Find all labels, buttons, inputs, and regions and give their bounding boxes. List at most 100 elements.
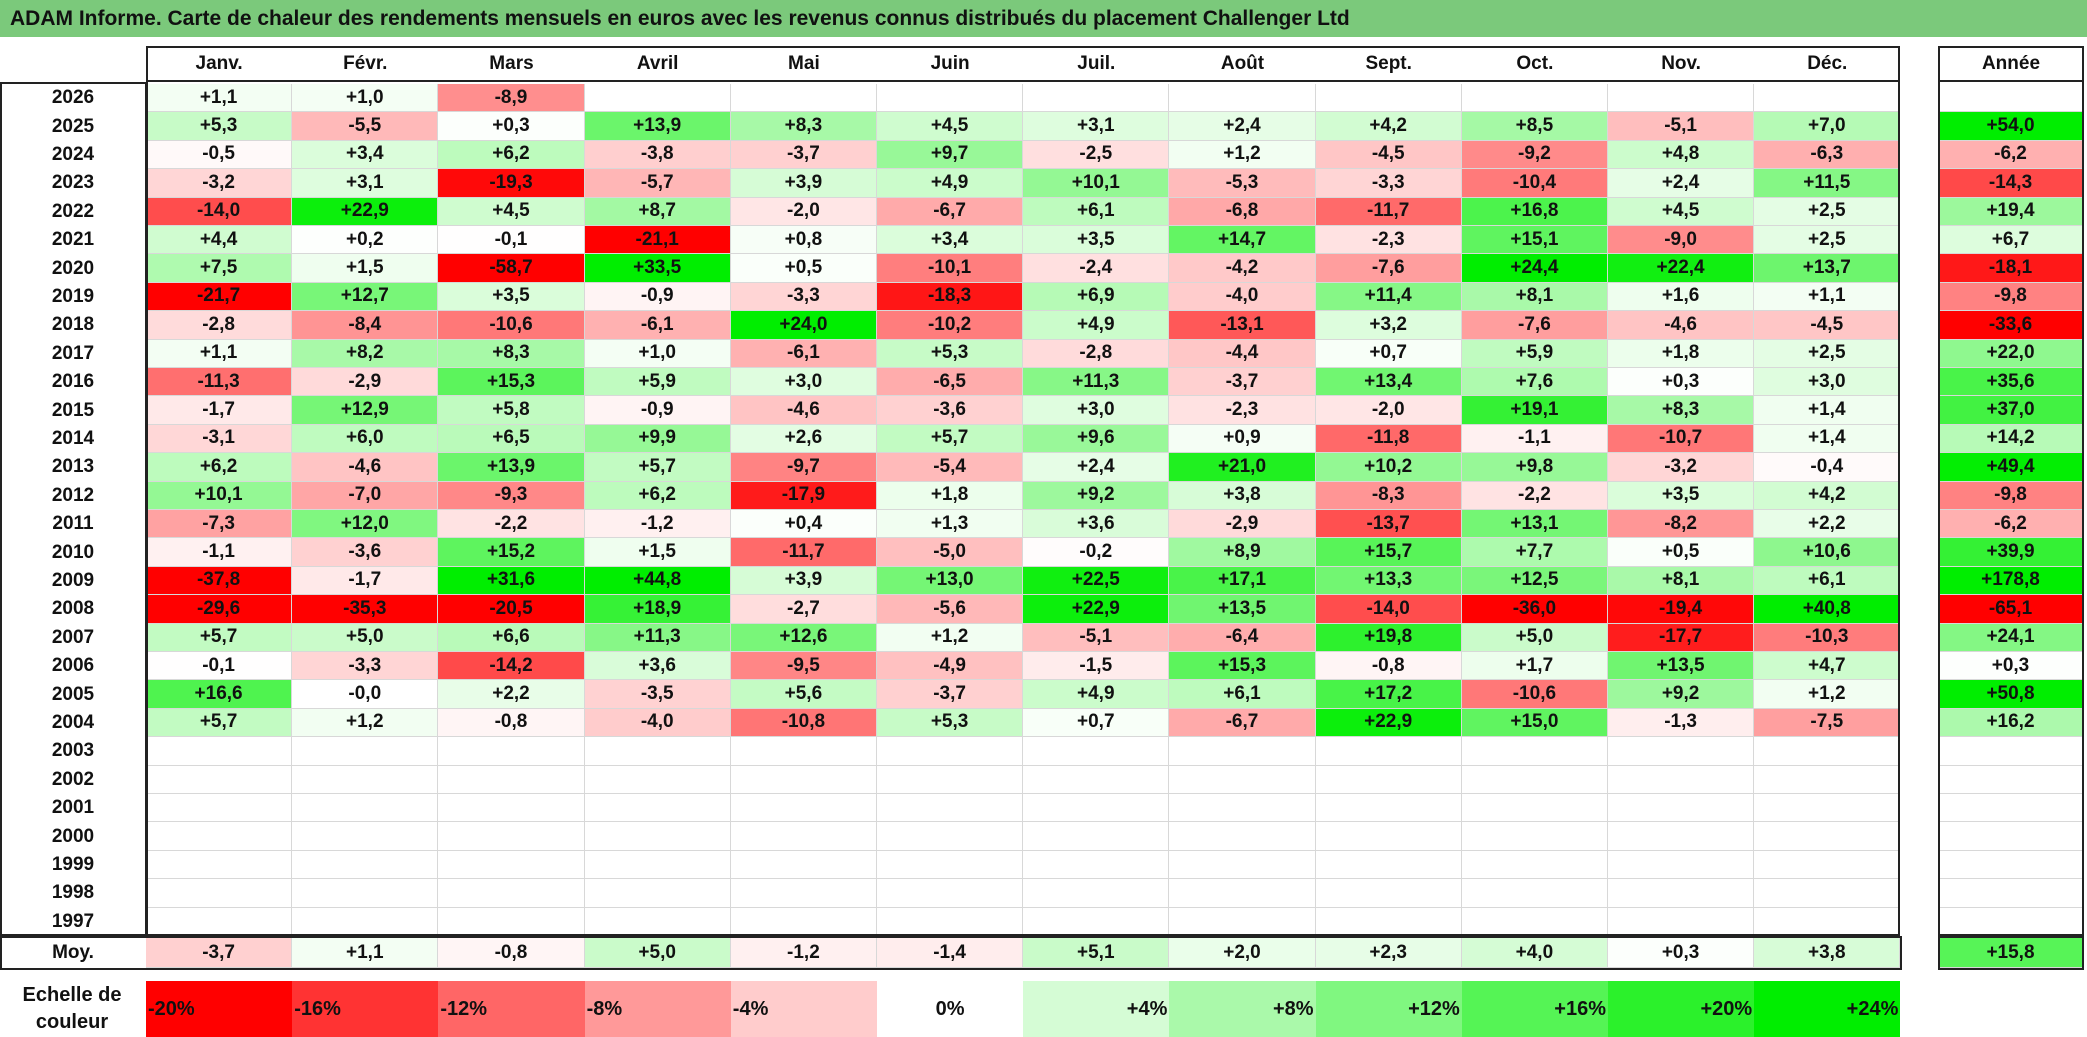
heatmap-cell: -3,3 — [1315, 169, 1462, 198]
heatmap-cell: +3,1 — [1023, 112, 1170, 141]
heatmap-cell: +10,2 — [1315, 453, 1462, 482]
heatmap-cell: -5,3 — [1169, 169, 1316, 198]
heatmap-cell: +6,0 — [292, 424, 439, 454]
heatmap-cell: -2,5 — [1023, 140, 1170, 170]
heatmap-cell: -2,0 — [730, 197, 877, 226]
heatmap-cell: -1,7 — [146, 396, 293, 425]
heatmap-cell: -1,1 — [146, 538, 293, 567]
heatmap-cell: +3,5 — [438, 282, 585, 312]
color-scale-swatch: +16% — [1461, 981, 1608, 1037]
heatmap-cell: +5,7 — [584, 453, 731, 482]
heatmap-cell: +1,1 — [146, 339, 293, 368]
heatmap-cell — [146, 737, 293, 766]
heatmap-cell — [1023, 765, 1170, 794]
heatmap-cell: -0,1 — [438, 226, 585, 255]
annual-cell: +49,4 — [1938, 453, 2084, 482]
heatmap-cell — [730, 850, 877, 880]
heatmap-cell: +2,6 — [730, 424, 877, 454]
heatmap-cell: +4,5 — [438, 197, 585, 226]
heatmap-cell — [292, 794, 439, 823]
year-label: 2000 — [0, 822, 146, 851]
heatmap-cell: +13,3 — [1315, 566, 1462, 596]
annual-cell — [1938, 794, 2084, 823]
heatmap-cell — [1315, 84, 1462, 113]
heatmap-cell — [1023, 907, 1170, 936]
heatmap-cell: +5,3 — [146, 112, 293, 141]
heatmap-cell: +4,5 — [1608, 197, 1755, 226]
heatmap-cell: +12,9 — [292, 396, 439, 425]
heatmap-cell — [584, 84, 731, 113]
heatmap-cell: +13,0 — [877, 566, 1024, 596]
month-header: Juil. — [1023, 46, 1170, 82]
heatmap-cell — [292, 907, 439, 936]
heatmap-cell: -9,7 — [730, 453, 877, 482]
heatmap-cell — [1023, 822, 1170, 851]
year-label: 2017 — [0, 339, 146, 368]
heatmap-cell — [146, 822, 293, 851]
heatmap-cell: +2,2 — [1754, 510, 1901, 539]
heatmap-cell: +2,4 — [1169, 112, 1316, 141]
heatmap-cell: -11,8 — [1315, 424, 1462, 454]
heatmap-cell — [730, 879, 877, 908]
heatmap-cell: +5,7 — [146, 623, 293, 652]
heatmap-cell: +24,0 — [730, 311, 877, 340]
heatmap-cell: -6,7 — [1169, 708, 1316, 738]
annual-cell: +35,6 — [1938, 368, 2084, 397]
heatmap-cell — [877, 879, 1024, 908]
heatmap-cell: +5,6 — [730, 680, 877, 709]
heatmap-cell: -5,1 — [1023, 623, 1170, 652]
heatmap-cell: -0,9 — [584, 396, 731, 425]
heatmap-cell: -5,6 — [877, 595, 1024, 624]
heatmap-cell: +5,7 — [877, 424, 1024, 454]
annual-cell: +14,2 — [1938, 424, 2084, 454]
heatmap-cell: +4,9 — [1023, 311, 1170, 340]
heatmap-cell: +1,4 — [1754, 396, 1901, 425]
year-label: 2025 — [0, 112, 146, 141]
heatmap-cell: +8,1 — [1461, 282, 1608, 312]
month-header: Févr. — [292, 46, 439, 82]
heatmap-cell: -3,7 — [877, 680, 1024, 709]
heatmap-cell: -5,1 — [1608, 112, 1755, 141]
heatmap-cell: +4,9 — [877, 169, 1024, 198]
heatmap-cell: -4,6 — [292, 453, 439, 482]
heatmap-cell — [292, 879, 439, 908]
heatmap-cell: +8,1 — [1608, 566, 1755, 596]
heatmap-cell: -6,7 — [877, 197, 1024, 226]
heatmap-cell: -4,0 — [584, 708, 731, 738]
heatmap-cell: +0,7 — [1315, 339, 1462, 368]
heatmap-cell: -3,2 — [1608, 453, 1755, 482]
heatmap-cell: -4,6 — [730, 396, 877, 425]
heatmap-cell: +1,5 — [292, 254, 439, 283]
heatmap-cell: +0,3 — [438, 112, 585, 141]
heatmap-cell: -5,5 — [292, 112, 439, 141]
heatmap-cell — [730, 822, 877, 851]
heatmap-cell: -10,7 — [1608, 424, 1755, 454]
heatmap-cell: -4,5 — [1315, 140, 1462, 170]
heatmap-cell — [730, 907, 877, 936]
heatmap-cell — [1461, 84, 1608, 113]
year-label: 2015 — [0, 396, 146, 425]
heatmap-cell: +31,6 — [438, 566, 585, 596]
heatmap-cell: -8,4 — [292, 311, 439, 340]
annual-cell: +16,2 — [1938, 708, 2084, 738]
heatmap-cell — [1169, 822, 1316, 851]
heatmap-cell: +14,7 — [1169, 226, 1316, 255]
heatmap-cell: -13,7 — [1315, 510, 1462, 539]
heatmap-cell — [1169, 84, 1316, 113]
heatmap-cell — [584, 879, 731, 908]
heatmap-cell: +6,2 — [584, 481, 731, 510]
month-header: Juin — [877, 46, 1024, 82]
heatmap-cell: -2,0 — [1315, 396, 1462, 425]
heatmap-cell: +5,3 — [877, 339, 1024, 368]
heatmap-cell — [438, 850, 585, 880]
heatmap-cell: +8,2 — [292, 339, 439, 368]
heatmap-cell: -3,7 — [730, 140, 877, 170]
heatmap-cell: +3,4 — [877, 226, 1024, 255]
annual-cell: +0,3 — [1938, 652, 2084, 681]
heatmap-cell — [730, 794, 877, 823]
year-label: 2006 — [0, 652, 146, 681]
year-label: 2012 — [0, 481, 146, 510]
heatmap-cell: +6,1 — [1023, 197, 1170, 226]
month-header: Janv. — [146, 46, 293, 82]
heatmap-cell: -13,1 — [1169, 311, 1316, 340]
